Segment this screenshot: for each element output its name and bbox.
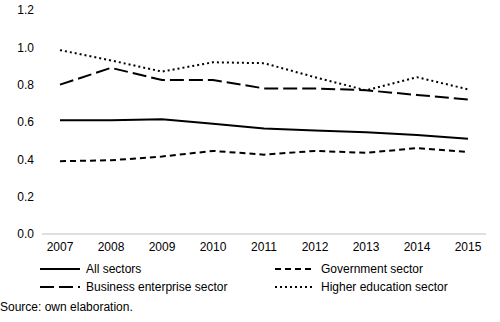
svg-text:2009: 2009 (149, 240, 176, 254)
svg-text:1.2: 1.2 (17, 3, 34, 17)
svg-text:2011: 2011 (251, 240, 277, 254)
svg-text:0.0: 0.0 (17, 227, 34, 241)
svg-text:1.0: 1.0 (17, 41, 34, 55)
svg-text:2014: 2014 (404, 240, 431, 254)
svg-text:2012: 2012 (302, 240, 329, 254)
svg-text:2007: 2007 (47, 240, 74, 254)
svg-text:0.2: 0.2 (17, 190, 34, 204)
svg-text:0.4: 0.4 (17, 153, 34, 167)
html-text:Source: own elaboration.: Source: own elaboration. (0, 300, 133, 314)
svg-text:0.6: 0.6 (17, 115, 34, 129)
html-text:Government sector: Government sector (321, 262, 423, 276)
svg-text:2015: 2015 (455, 240, 482, 254)
html-text:All sectors: All sectors (86, 262, 142, 276)
svg-text:0.8: 0.8 (17, 78, 34, 92)
svg-text:2013: 2013 (353, 240, 380, 254)
svg-text:2010: 2010 (200, 240, 227, 254)
html-text:Business enterprise sector: Business enterprise sector (86, 280, 228, 294)
html-text:Higher education sector: Higher education sector (321, 280, 448, 294)
svg-text:2008: 2008 (98, 240, 125, 254)
